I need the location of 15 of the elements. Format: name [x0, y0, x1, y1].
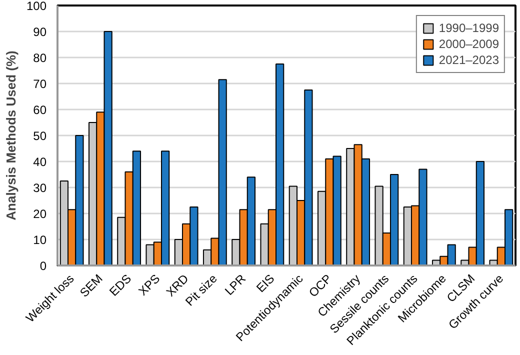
y-axis-title: Analysis Methods Used (%) [3, 50, 18, 220]
y-tick-label: 90 [33, 25, 47, 39]
legend-label: 2021–2023 [438, 53, 499, 67]
y-tick-label: 10 [33, 233, 47, 247]
y-tick-label: 0 [40, 259, 47, 273]
y-tick-label: 70 [33, 77, 47, 91]
y-tick-label: 60 [33, 103, 47, 117]
y-tick-label: 30 [33, 181, 47, 195]
y-tick-label: 20 [33, 207, 47, 221]
legend-label: 1990–1999 [438, 21, 499, 35]
legend-label: 2000–2009 [438, 37, 499, 51]
y-tick-label: 50 [33, 129, 47, 143]
y-tick-label: 100 [26, 0, 47, 13]
y-tick-label: 80 [33, 51, 47, 65]
y-tick-label: 40 [33, 155, 47, 169]
